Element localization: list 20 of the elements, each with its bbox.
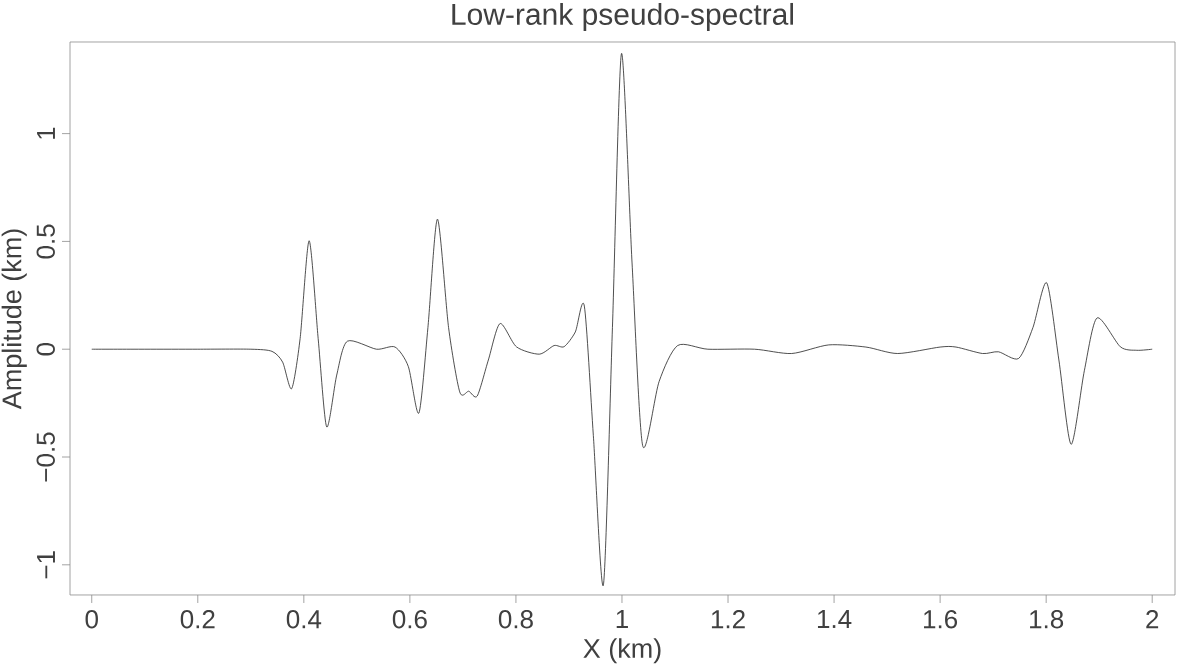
y-axis-title: Amplitude (km) [1,229,27,410]
y-tick-label: −1 [37,551,55,579]
x-tick-label: 1.8 [1030,610,1064,629]
x-axis-title: X (km) [583,638,661,664]
x-tick-label: 2 [1146,610,1159,629]
x-tick-label: 1.4 [817,610,852,628]
x-tick-label: 0.4 [286,610,322,629]
x-tick-label: 1.2 [711,610,745,629]
chart-title: Low-rank pseudo-spectral [452,2,793,31]
x-tick-label: 0.8 [498,610,533,629]
y-tick-label: 1 [37,127,55,139]
x-tick-label: 0 [85,610,98,629]
x-tick-label: 1.6 [924,610,958,629]
y-tick-label: 0 [36,342,55,356]
y-tick-label: 0.5 [36,224,55,259]
y-tick-label: −0.5 [36,432,55,482]
x-tick-label: 0.2 [180,610,215,629]
x-tick-label: 1 [616,610,628,628]
x-tick-label: 0.6 [392,610,427,629]
line-series [91,53,1153,586]
